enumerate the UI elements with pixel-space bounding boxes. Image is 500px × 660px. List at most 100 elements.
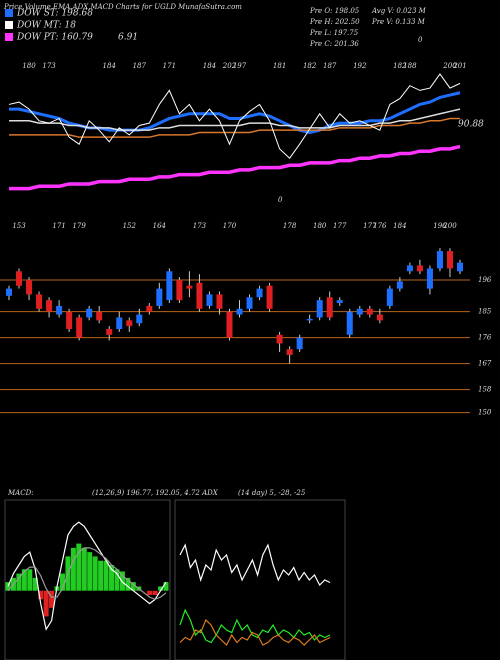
candle-label: 184 [393,222,406,230]
legend-extra: 6.91 [118,33,138,43]
histogram-bar [147,590,153,595]
candle-body [406,265,413,272]
candle-label: 178 [283,222,297,230]
candle-body [386,288,393,306]
point-label: 180 [22,62,36,70]
histogram-bar [109,565,115,591]
y-tick-label: 150 [478,409,492,417]
legend-label: DOW MT: 18 [16,21,76,31]
point-label: 200 [442,62,457,70]
legend-swatch [5,21,13,29]
candle-body [196,282,203,309]
candle-label: 200 [442,222,457,230]
point-label: 188 [403,62,417,70]
macd-line [7,547,167,600]
ema-line [9,144,461,191]
histogram-bar [163,582,169,591]
candle-body [106,329,113,335]
candle-body [236,308,243,315]
point-label: 197 [233,62,247,70]
candle-body [96,311,103,321]
y-tick-label: 167 [478,360,492,368]
point-label: 202 [222,62,237,70]
candle-body [186,285,193,289]
candle-body [346,311,353,335]
histogram-bar [152,590,158,595]
candle-body [366,308,373,315]
histogram-bar [130,582,136,591]
adx-line [179,608,331,644]
histogram-bar [27,569,33,591]
candle-label: 180 [313,222,327,230]
point-label: 171 [163,62,176,70]
ema-line [9,108,461,131]
candle-body [256,288,263,298]
histogram-bar [87,552,93,591]
y-tick-label: 185 [478,308,492,316]
histogram-bar [81,547,87,591]
info: Pre H: 202.50 [309,18,360,26]
adx-params: (14 day) 5, -28, -25 [238,489,306,497]
candle-body [416,265,423,272]
candle-body [296,337,303,350]
histogram-bar [32,577,38,591]
info: Pre V: 0.133 M [371,18,426,26]
macd-title: MACD: [7,489,34,497]
candle-body [246,297,253,309]
candle-body [457,262,463,272]
info: Pre C: 201.36 [309,40,359,48]
candle-body [156,288,163,306]
y-tick-label: 196 [478,276,492,284]
adx-line [179,618,331,646]
candle-label: 171 [52,222,65,230]
histogram-bar [38,590,44,600]
candle-body [316,300,323,318]
zero-label: 0 [278,196,283,204]
adx-line [179,543,331,586]
candle-label: 170 [223,222,237,230]
candle-label: 152 [123,222,137,230]
histogram-bar [103,560,109,591]
candle-body [206,294,213,306]
candle-label: 196 [433,222,447,230]
histogram-bar [49,590,55,608]
candle-label: 153 [12,222,26,230]
point-label: 182 [303,62,317,70]
histogram-bar [70,547,76,591]
point-label: 187 [323,62,337,70]
candle-body [166,271,173,301]
end-label: 90.88 [458,120,484,130]
candle-body [426,268,433,289]
candle-body [46,300,53,312]
histogram-bar [92,556,98,591]
candle-body [326,297,333,318]
candle-body [306,318,313,321]
point-label: 173 [42,62,56,70]
point-label: 192 [353,62,367,70]
macd-params: (12,26,9) 196.77, 192.05, 4.72 ADX [92,489,219,497]
candle-body [76,317,83,338]
candle-label: 177 [363,222,377,230]
candle-body [276,334,283,344]
candle-body [216,294,223,309]
candle-body [396,281,403,289]
legend-swatch [5,33,13,41]
histogram-bar [158,586,164,591]
candle-body [356,308,363,315]
point-label: 187 [133,62,147,70]
info: Pre O: 198.05 [309,7,360,15]
chart-title: Price,Volume,EMA,ADX,MACD Charts for UGL… [3,3,242,11]
candle-label: 176 [373,222,387,230]
info: Pre L: 197.75 [309,29,359,37]
point-label: 184 [203,62,216,70]
info: Avg V: 0.023 M [371,7,427,15]
candle-body [26,279,33,295]
candle-body [16,271,23,286]
point-label: 201 [452,62,466,70]
candle-label: 173 [193,222,207,230]
legend-swatch [5,9,13,17]
histogram-bar [43,590,49,617]
histogram-bar [59,573,65,591]
candle-body [36,294,43,309]
